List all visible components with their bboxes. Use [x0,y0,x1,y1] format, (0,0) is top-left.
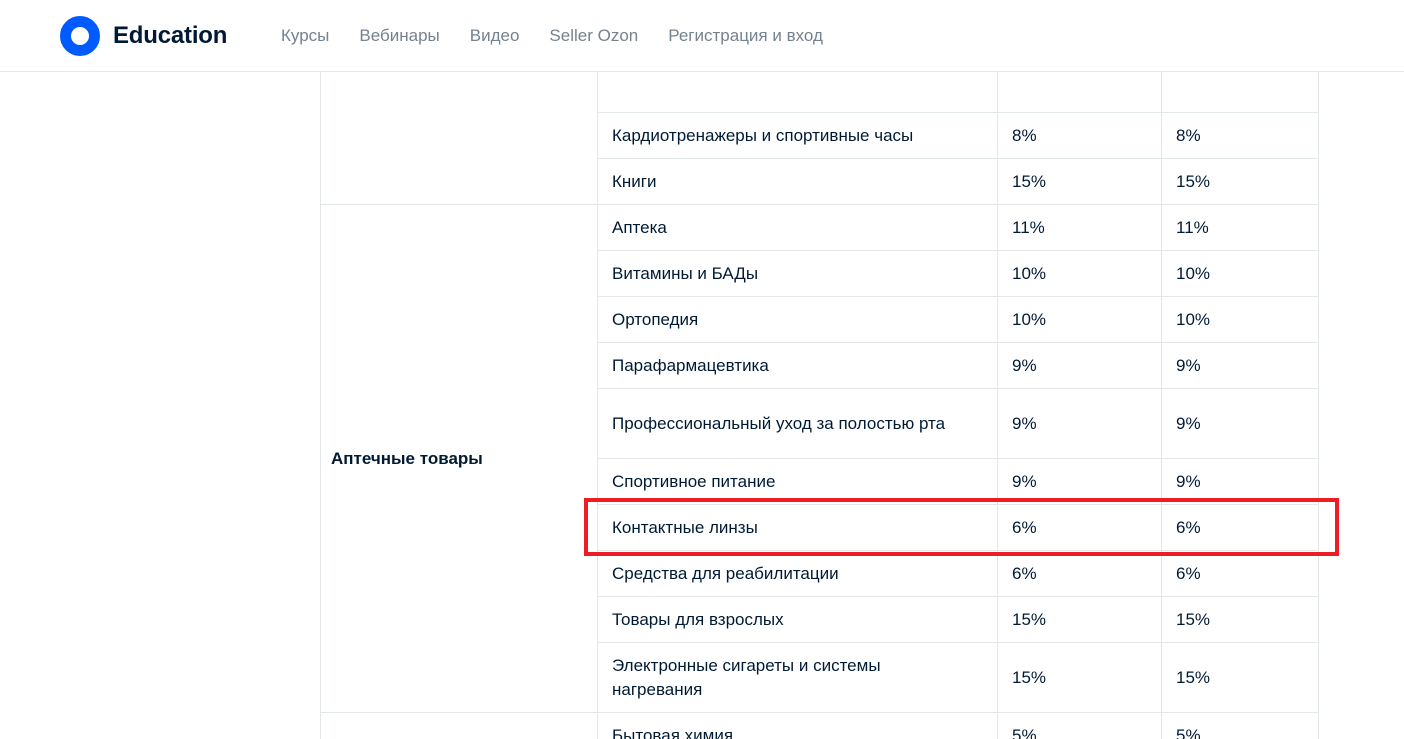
category-label: Кардиотренажеры и спортивные часы [612,125,914,145]
category-cell: Кардиотренажеры и спортивные часы [597,112,998,159]
category-label: Контактные линзы [612,517,758,537]
category-cell: Профессиональный уход за полостью рта [597,388,998,459]
rate-value-cell-2: 10% [1161,250,1319,297]
ozon-logo-icon [60,16,100,56]
table-row: Контактные линзы 6% 6% [321,504,1319,551]
category-cell: Книги [597,158,998,205]
category-label: Аптека [612,217,667,237]
category-label: Витамины и БАДы [612,263,759,283]
category-cell: Средства для реабилитации [597,550,998,597]
main-nav: Курсы Вебинары Видео Seller Ozon Регистр… [281,0,823,71]
rate-value-cell-1 [997,72,1162,113]
rate-value-cell-1: 10% [997,250,1162,297]
category-label: Электронные сигареты и системы нагревани… [612,655,881,699]
category-cell: Электронные сигареты и системы нагревани… [597,642,998,713]
category-label: Спортивное питание [612,471,776,491]
table-row: Кардиотренажеры и спортивные часы 8% 8% [321,112,1319,159]
table-row: Спортивное питание 9% 9% [321,458,1319,505]
category-cell: Аптека [597,204,998,251]
category-label: Товары для взрослых [612,609,784,629]
rate-value-cell-1: 9% [997,458,1162,505]
category-cell: Ортопедия [597,296,998,343]
table-row: Профессиональный уход за полостью рта 9% 9… [321,388,1319,459]
rate-value-cell-1: 15% [997,642,1162,713]
section-name-cell: Аптечные товары [320,204,598,713]
category-cell: Товары для взрослых [597,596,998,643]
section-name-cell [320,72,598,205]
table-row: Бытовая химия 5% 5% [320,712,1319,739]
site-header: Education Курсы Вебинары Видео Seller Oz… [0,0,1404,72]
category-label: Парафармацевтика [612,355,769,375]
table-row: Ортопедия 10% 10% [321,296,1319,343]
rate-value-cell-2: 15% [1161,642,1319,713]
category-cell: Витамины и БАДы [597,250,998,297]
table-row: Витамины и БАДы 10% 10% [321,250,1319,297]
category-label: Профессиональный уход за полостью рта [612,413,946,433]
rate-value-cell-2 [1161,72,1319,113]
rate-value-cell-1: 10% [997,296,1162,343]
nav-item-video[interactable]: Видео [469,25,520,45]
rate-value-cell-1: 15% [997,596,1162,643]
table-row: Средства для реабилитации 6% 6% [321,550,1319,597]
rate-value-cell-1: 11% [997,204,1162,251]
nav-item-webinars[interactable]: Вебинары [359,25,440,45]
rate-value-cell-2: 9% [1161,458,1319,505]
brand-home-link[interactable]: Education [60,16,227,56]
section-name: Аптечные товары [331,448,483,468]
commission-table-container: Кардиотренажеры и спортивные часы 8% 8% Кни… [320,72,1339,739]
category-cell: Контактные линзы [597,504,998,551]
rate-value-cell-1: 5% [997,712,1162,739]
table-row [320,72,1319,205]
brand-title: Education [113,22,228,49]
rate-value-cell-2: 8% [1161,112,1319,159]
nav-item-registration[interactable]: Регистрация и вход [668,25,823,45]
rate-value-cell-2: 15% [1161,596,1319,643]
table-row: Книги 15% 15% [321,158,1319,205]
rate-value-cell-1: 6% [997,550,1162,597]
rate-value-cell-1: 9% [997,342,1162,389]
category-cell [597,72,998,113]
category-cell: Спортивное питание [597,458,998,505]
category-cell: Бытовая химия [597,712,998,739]
rate-value-cell-1: 8% [997,112,1162,159]
rate-value-cell-2: 9% [1161,388,1319,459]
section-name-cell [320,712,598,739]
rate-value-cell-2: 9% [1161,342,1319,389]
table-row: Парафармацевтика 9% 9% [321,342,1319,389]
rate-value-cell-1: 6% [997,504,1162,551]
category-label: Ортопедия [612,309,699,329]
table-row: Аптечные товары Аптека 11% 11% [320,204,1319,713]
rate-value-cell-2: 5% [1161,712,1319,739]
nav-item-courses[interactable]: Курсы [281,25,330,45]
category-label: Средства для реабилитации [612,563,839,583]
rate-value-cell-2: 11% [1161,204,1319,251]
table-row: Электронные сигареты и системы нагревани… [321,642,1319,713]
rate-value-cell-1: 15% [997,158,1162,205]
nav-item-seller-ozon[interactable]: Seller Ozon [549,25,639,45]
rate-value-cell-2: 6% [1161,504,1319,551]
commission-table: Кардиотренажеры и спортивные часы 8% 8% Кни… [320,72,1319,739]
category-cell: Парафармацевтика [597,342,998,389]
category-label: Книги [612,171,657,191]
rate-value-cell-1: 9% [997,388,1162,459]
rate-value-cell-2: 15% [1161,158,1319,205]
rate-value-cell-2: 6% [1161,550,1319,597]
rate-value-cell-2: 10% [1161,296,1319,343]
category-label: Бытовая химия [612,725,734,739]
